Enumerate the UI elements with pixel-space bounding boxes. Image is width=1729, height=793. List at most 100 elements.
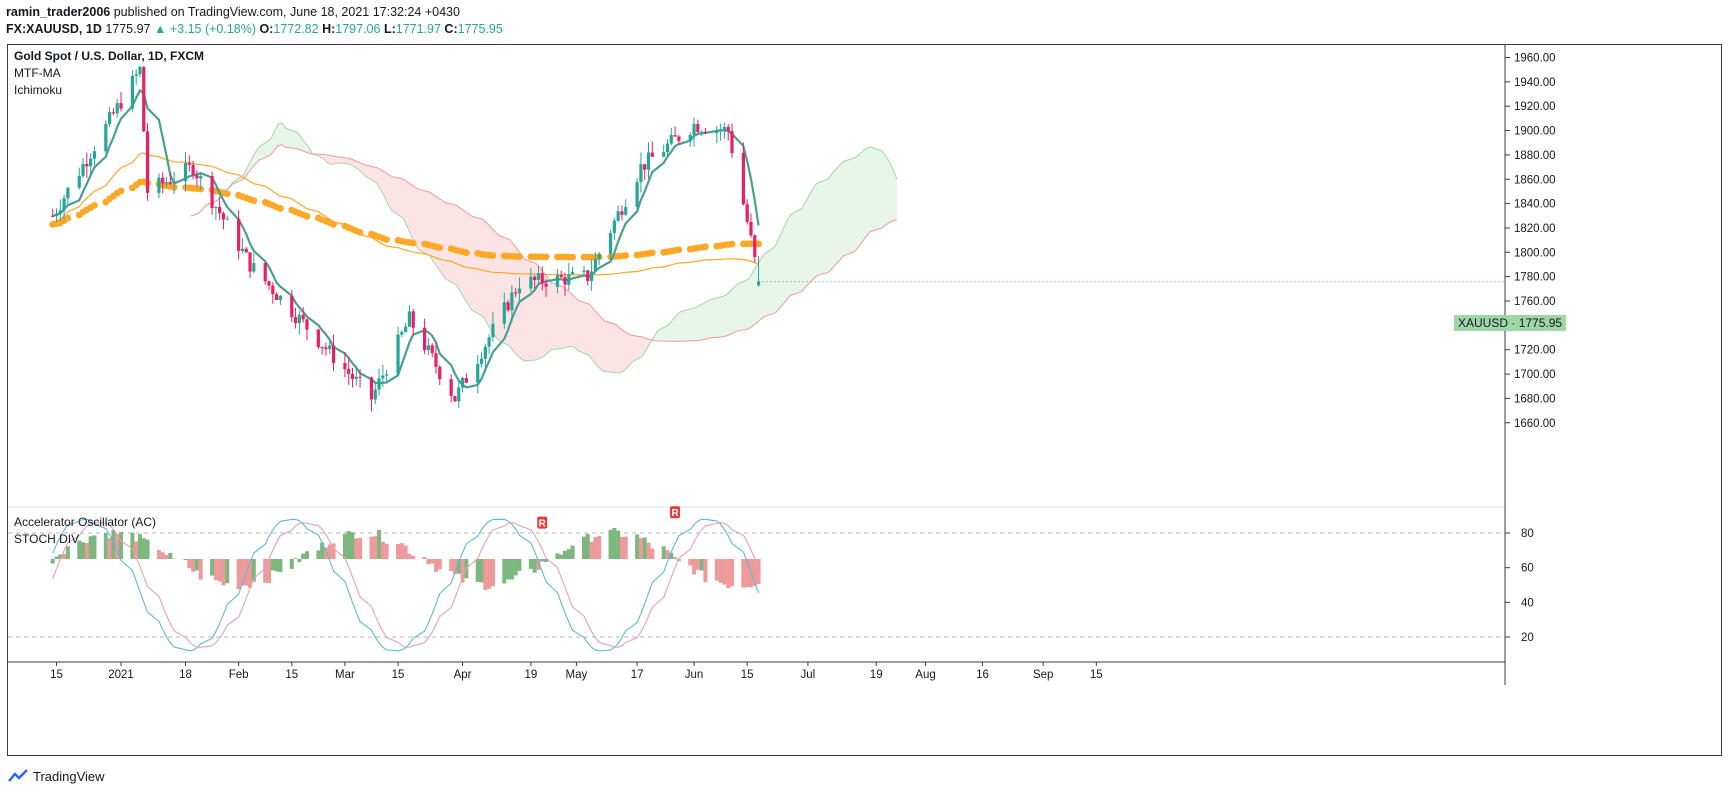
legend-title[interactable]: Gold Spot / U.S. Dollar, 1D, FXCM (14, 49, 205, 63)
candle-body (316, 329, 320, 347)
ichimoku-cloud-segment (683, 307, 696, 342)
candle-body (476, 363, 480, 383)
time-tick-label: Feb (229, 669, 249, 681)
ac-bar (323, 547, 328, 559)
ac-bar (248, 558, 253, 588)
ac-bar (638, 537, 643, 559)
ac-bar (263, 558, 268, 583)
ac-bar (635, 534, 640, 559)
ac-bar (688, 558, 693, 566)
ac-bar (217, 558, 222, 582)
divergence-marker-label: R (539, 519, 547, 530)
close-value: 1775.95 (457, 22, 503, 36)
price-tick-label: 1960.00 (1514, 53, 1556, 65)
ac-bar (449, 558, 454, 572)
ichimoku-cloud-segment (721, 294, 727, 338)
price-tick-label: 1860.00 (1514, 174, 1556, 186)
price-tick-label: 1700.00 (1514, 369, 1556, 381)
price-tick-label: 1660.00 (1514, 418, 1556, 430)
osc-tick-label: 60 (1521, 563, 1534, 575)
ac-bar (597, 535, 602, 559)
ichimoku-cloud-segment (277, 122, 283, 146)
ac-bar (563, 550, 568, 559)
candle-body (423, 327, 427, 351)
candle-body (400, 332, 404, 335)
time-tick-label: Sep (1033, 669, 1053, 681)
candle-body (396, 334, 400, 375)
ichimoku-cloud-segment (869, 146, 882, 232)
candle-body (320, 346, 324, 348)
candle-body (134, 74, 138, 76)
candle-body (589, 271, 594, 282)
ac-bar (703, 558, 708, 583)
ac-bar (741, 558, 746, 588)
ac-bar (745, 558, 750, 588)
candle-body (586, 270, 590, 282)
candle-body (385, 374, 389, 376)
ichimoku-cloud-segment (680, 310, 685, 342)
price-chart[interactable]: 1660.001680.001700.001720.001740.001760.… (8, 45, 1721, 755)
ac-bar (433, 558, 438, 572)
legend-stoch-div[interactable]: STOCH DIV (14, 532, 80, 546)
candle-body (369, 377, 374, 400)
ichimoku-cloud-segment (737, 278, 749, 332)
ichimoku-cloud-segment (809, 187, 814, 284)
ichimoku-cloud-segment (763, 245, 776, 318)
candle-body (218, 207, 222, 214)
ac-bar (81, 542, 86, 559)
candle-body (157, 177, 161, 193)
candle-body (688, 135, 692, 141)
ac-bar (156, 549, 161, 559)
ac-bar (506, 558, 511, 580)
ichimoku-cloud-segment (778, 229, 784, 310)
ac-bar (331, 543, 336, 559)
ac-bar (191, 558, 196, 572)
legend-ichimoku[interactable]: Ichimoku (14, 83, 63, 97)
main-legend: Gold Spot / U.S. Dollar, 1D, FXCM MTF-MA… (14, 48, 204, 99)
candle-body (331, 345, 336, 364)
ac-bar (581, 536, 586, 559)
ichimoku-cloud-segment (429, 191, 434, 264)
candle-body (225, 218, 229, 220)
ac-bar (593, 537, 598, 559)
ac-bar (187, 558, 192, 569)
tradingview-logo-icon[interactable] (8, 769, 28, 783)
price-tick-label: 1940.00 (1514, 77, 1556, 89)
candle-body (199, 176, 203, 179)
ac-bar (479, 558, 484, 583)
candle-body (703, 131, 708, 134)
time-tick-label: 15 (285, 669, 298, 681)
ac-bar (475, 558, 480, 582)
candle-body (563, 277, 567, 285)
candle-body (407, 311, 412, 327)
osc-tick-label: 80 (1521, 528, 1534, 540)
candle-body (263, 263, 267, 282)
candle-body (358, 376, 362, 378)
time-tick-label: Apr (454, 669, 472, 681)
ac-bar (559, 554, 564, 559)
candle-body (582, 270, 586, 272)
ichimoku-cloud-segment (706, 298, 711, 339)
ichimoku-cloud-segment (885, 154, 890, 226)
ac-bar (540, 558, 545, 562)
last-price: 1775.97 (105, 22, 151, 36)
candle-body (722, 126, 727, 130)
ac-bar (456, 558, 461, 574)
candle-body (62, 198, 66, 211)
chart-frame[interactable]: 1660.001680.001700.001720.001740.001760.… (7, 44, 1722, 756)
ma-thick-dot (675, 246, 683, 254)
ichimoku-cloud-segment (699, 303, 704, 341)
ichimoku-cloud-segment (600, 316, 605, 373)
author-name[interactable]: ramin_trader2006 (6, 5, 111, 19)
ac-bar (373, 536, 378, 559)
ac-bar (513, 558, 518, 576)
legend-ac[interactable]: Accelerator Oscillator (AC) (14, 515, 157, 529)
legend-mtf-ma[interactable]: MTF-MA (14, 66, 61, 80)
ac-bar (278, 558, 283, 573)
candle-body (491, 323, 495, 338)
tradingview-brand[interactable]: TradingView (33, 768, 105, 784)
candle-body (142, 67, 146, 132)
ac-bar (141, 538, 146, 559)
price-tag-symbol: XAUUSD (1458, 316, 1509, 330)
ichimoku-cloud-segment (592, 307, 598, 367)
